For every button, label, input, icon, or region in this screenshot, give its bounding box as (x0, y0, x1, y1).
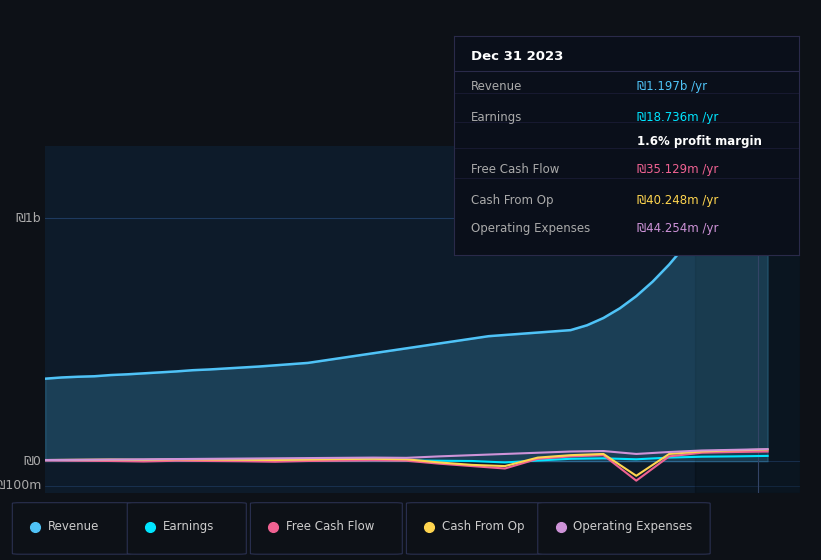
Text: Revenue: Revenue (471, 80, 523, 93)
Text: Revenue: Revenue (48, 520, 99, 533)
Text: ₪18.736m /yr: ₪18.736m /yr (637, 111, 718, 124)
FancyBboxPatch shape (12, 503, 131, 554)
Text: ₪35.129m /yr: ₪35.129m /yr (637, 163, 718, 176)
FancyBboxPatch shape (127, 503, 246, 554)
Text: ₪0: ₪0 (24, 455, 41, 468)
Text: Dec 31 2023: Dec 31 2023 (471, 49, 564, 63)
Text: Earnings: Earnings (471, 111, 523, 124)
Text: Cash From Op: Cash From Op (442, 520, 524, 533)
Text: 1.6% profit margin: 1.6% profit margin (637, 134, 762, 148)
FancyBboxPatch shape (538, 503, 710, 554)
FancyBboxPatch shape (250, 503, 402, 554)
Text: -₪100m: -₪100m (0, 479, 41, 492)
Text: ₪44.254m /yr: ₪44.254m /yr (637, 222, 718, 235)
Text: ₪1.197b /yr: ₪1.197b /yr (637, 80, 707, 93)
FancyBboxPatch shape (406, 503, 542, 554)
Text: ₪1b: ₪1b (16, 212, 41, 225)
Bar (695, 146, 800, 493)
Text: Earnings: Earnings (163, 520, 214, 533)
Text: Cash From Op: Cash From Op (471, 194, 553, 207)
Text: Free Cash Flow: Free Cash Flow (471, 163, 560, 176)
Text: Operating Expenses: Operating Expenses (471, 222, 590, 235)
Text: ₪40.248m /yr: ₪40.248m /yr (637, 194, 718, 207)
Text: Operating Expenses: Operating Expenses (573, 520, 692, 533)
Text: Free Cash Flow: Free Cash Flow (286, 520, 374, 533)
